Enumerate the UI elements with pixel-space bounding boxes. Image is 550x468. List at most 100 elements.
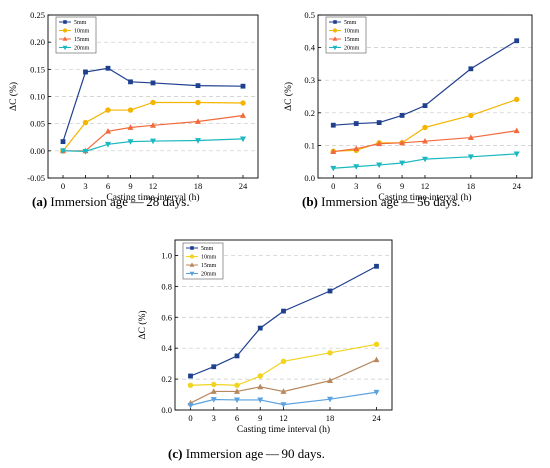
y-tick-label: 1.0 <box>161 250 172 260</box>
data-point-15mm <box>513 127 520 134</box>
x-tick-label: 18 <box>467 181 476 191</box>
data-point-15mm <box>150 122 156 128</box>
chart-1: -0.05 0.00 0.05 0.10 0.15 0.20 0.25 0 3 6 9 12 18 24 C… <box>8 10 259 209</box>
data-point-15mm <box>210 388 217 394</box>
legend-marker-10mm <box>189 254 195 259</box>
caption-text: Immersion age — 90 days. <box>182 446 324 461</box>
caption-letter: (b) <box>302 194 318 209</box>
x-tick-label: 24 <box>372 413 381 423</box>
data-point-10mm <box>422 124 428 131</box>
x-tick-label: 18 <box>194 181 203 191</box>
legend-marker-5mm <box>63 20 67 24</box>
data-point-10mm <box>468 112 474 119</box>
y-tick-label: 0.15 <box>30 64 45 74</box>
legend-label-20mm: 20mm <box>74 46 90 52</box>
data-point-20mm <box>399 160 406 167</box>
x-tick-label: 0 <box>188 413 192 423</box>
y-axis-label: ΔC (%) <box>8 82 19 111</box>
data-point-10mm <box>234 382 240 388</box>
x-tick-label: 24 <box>512 181 521 191</box>
x-axis-label: Casting time interval (h) <box>378 192 471 203</box>
x-tick-label: 12 <box>421 181 430 191</box>
y-tick-label: 0.0 <box>304 173 315 183</box>
chart-3: 0.0 0.2 0.4 0.6 0.8 1.0 0 3 6 9 12 18 24 Casting time… <box>137 239 393 461</box>
y-tick-label: 0.8 <box>161 281 172 291</box>
data-point-5mm <box>240 83 246 89</box>
x-tick-label: 0 <box>61 181 65 191</box>
y-tick-label: 0.05 <box>30 119 45 129</box>
data-point-20mm <box>327 396 333 403</box>
legend-label-5mm: 5mm <box>344 20 357 26</box>
data-point-15mm <box>330 148 337 154</box>
x-tick-label: 9 <box>128 181 132 191</box>
data-point-20mm <box>105 141 111 148</box>
legend-label-10mm: 10mm <box>74 29 90 35</box>
data-point-15mm <box>195 118 201 124</box>
data-point-5mm <box>353 121 359 126</box>
legend-label-15mm: 15mm <box>74 37 90 43</box>
data-point-10mm <box>257 373 263 379</box>
chart-2: 0.0 0.1 0.2 0.3 0.4 0.5 0 3 6 9 12 18 24 Casting time… <box>283 10 533 209</box>
legend: 5mm 10mm 15mm 20mm <box>325 16 367 54</box>
data-point-15mm <box>105 128 111 134</box>
data-point-10mm <box>82 119 89 126</box>
data-point-10mm <box>187 382 194 388</box>
data-point-5mm <box>422 103 428 109</box>
data-point-20mm <box>422 156 428 163</box>
legend: 5mm 10mm 15mm 20mm <box>55 16 97 54</box>
data-point-20mm <box>376 162 383 169</box>
data-point-5mm <box>374 263 379 269</box>
legend-marker-15mm <box>332 36 338 41</box>
data-point-20mm <box>127 139 134 145</box>
data-point-20mm <box>353 164 360 170</box>
data-point-15mm <box>373 356 380 363</box>
legend-label-20mm: 20mm <box>201 272 217 278</box>
y-tick-label: 0.4 <box>161 343 172 353</box>
data-point-5mm <box>376 120 382 125</box>
x-tick-label: 9 <box>258 413 262 423</box>
x-tick-label: 3 <box>212 413 216 423</box>
data-point-15mm <box>467 134 474 140</box>
data-point-15mm <box>399 139 406 146</box>
data-point-10mm <box>327 350 333 356</box>
legend-label-15mm: 15mm <box>344 37 360 43</box>
figure-caption: (b) Immersion age — 56 days. <box>302 194 460 209</box>
data-point-20mm <box>257 397 264 404</box>
y-tick-label: 0.00 <box>30 146 45 156</box>
y-tick-label: 0.2 <box>304 108 315 118</box>
x-tick-label: 3 <box>83 181 87 191</box>
legend-label-5mm: 5mm <box>74 20 87 26</box>
data-point-20mm <box>373 389 380 396</box>
x-tick-label: 6 <box>106 181 110 191</box>
data-point-5mm <box>330 122 336 128</box>
y-tick-label: 0.25 <box>30 10 45 20</box>
legend-marker-10mm <box>332 28 338 33</box>
data-point-5mm <box>327 288 333 294</box>
data-point-5mm <box>188 373 193 379</box>
x-tick-label: 24 <box>239 181 248 191</box>
data-point-20mm <box>467 154 474 161</box>
legend-marker-20mm <box>62 45 68 51</box>
data-point-10mm <box>150 99 156 106</box>
figure-caption: (a) Immersion age — 28 days. <box>32 194 190 209</box>
data-point-5mm <box>514 38 520 44</box>
y-tick-label: 0.6 <box>161 312 172 322</box>
data-point-20mm <box>150 138 156 145</box>
y-axis-label: ΔC (%) <box>137 310 148 339</box>
legend-marker-15mm <box>189 262 195 267</box>
y-tick-label: 0.3 <box>304 75 315 85</box>
legend-marker-15mm <box>62 36 68 41</box>
y-tick-label: 0.20 <box>30 37 45 47</box>
data-point-5mm <box>150 80 156 86</box>
x-tick-label: 6 <box>377 181 381 191</box>
data-point-5mm <box>399 113 405 118</box>
y-tick-label: 0.4 <box>304 43 315 53</box>
data-point-20mm <box>60 148 66 155</box>
data-point-20mm <box>195 138 201 144</box>
legend-label-20mm: 20mm <box>344 46 360 52</box>
data-point-15mm <box>422 137 428 144</box>
data-point-15mm <box>257 383 264 390</box>
data-point-5mm <box>128 79 133 85</box>
data-point-5mm <box>257 325 263 331</box>
